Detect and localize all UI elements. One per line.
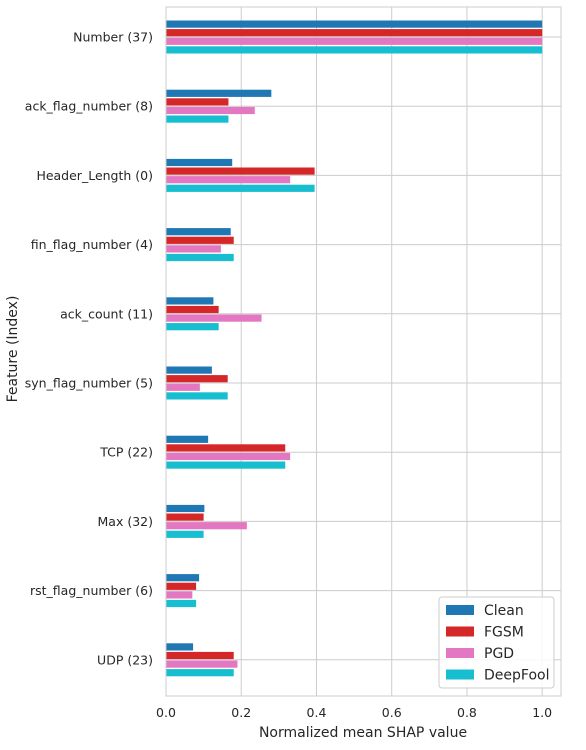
legend: Clean FGSM PGD DeepFool [438, 596, 555, 689]
x-tick-label: 1.0 [532, 705, 552, 720]
bar-deepfool [166, 392, 228, 400]
x-tick-label: 0.8 [457, 705, 477, 720]
bar-deepfool [166, 323, 219, 331]
bar-clean [166, 643, 194, 651]
y-tick-label: ack_flag_number (8) [25, 99, 153, 114]
bar-fgsm [166, 444, 286, 452]
bar-deepfool [166, 253, 234, 262]
bar-deepfool [166, 46, 543, 54]
x-tick-labels: 0.0 0.2 0.4 0.6 0.8 1.0 [156, 705, 552, 720]
grid [165, 7, 561, 696]
y-tick-label: syn_flag_number (5) [25, 376, 153, 391]
y-tick-label: TCP (22) [99, 445, 153, 460]
plot-frame [165, 6, 562, 697]
bar-fgsm [166, 29, 543, 37]
legend-label: PGD [484, 646, 514, 662]
bar-fgsm [166, 651, 234, 660]
bar-pgd [166, 452, 291, 461]
bar-pgd [166, 176, 291, 184]
legend-swatch [446, 669, 474, 680]
bar-fgsm [166, 375, 228, 383]
bar-clean [166, 366, 212, 374]
x-tick-label: 0.0 [156, 705, 176, 720]
bar-deepfool [166, 115, 229, 123]
bar-clean [166, 435, 209, 443]
y-tick-label: fin_flag_number (4) [31, 237, 153, 252]
bars [166, 20, 543, 677]
legend-swatch [446, 626, 474, 637]
bar-fgsm [166, 582, 197, 590]
bar-deepfool [166, 461, 286, 469]
bar-clean [166, 20, 543, 28]
bar-deepfool [166, 530, 204, 538]
bar-clean [166, 158, 233, 167]
bar-pgd [166, 660, 238, 668]
legend-swatch [446, 648, 474, 658]
bar-clean [166, 297, 214, 305]
x-tick-label: 0.2 [231, 705, 251, 720]
bar-pgd [166, 522, 247, 530]
y-axis-title: Feature (Index) [5, 296, 21, 403]
bar-fgsm [166, 305, 219, 314]
bar-pgd [166, 106, 255, 115]
y-tick-label: Max (32) [98, 514, 153, 529]
legend-swatch [446, 605, 474, 615]
legend-label: FGSM [484, 625, 524, 641]
bar-fgsm [166, 513, 204, 521]
y-tick-label: Number (37) [73, 30, 153, 45]
bar-fgsm [166, 98, 229, 106]
y-tick-label: rst_flag_number (6) [30, 583, 153, 598]
x-tick-label: 0.6 [382, 705, 402, 720]
x-tick-label: 0.4 [307, 705, 327, 720]
bar-pgd [166, 383, 200, 391]
legend-label: DeepFool [484, 668, 549, 684]
bar-pgd [166, 245, 221, 253]
y-tick-label: UDP (23) [97, 652, 153, 667]
bar-pgd [166, 314, 262, 322]
bar-pgd [166, 591, 193, 599]
bar-fgsm [166, 236, 234, 244]
bar-clean [166, 89, 272, 97]
bar-deepfool [166, 184, 315, 192]
bar-deepfool [166, 599, 197, 608]
bar-fgsm [166, 167, 315, 175]
x-axis-title: Normalized mean SHAP value [259, 725, 467, 741]
y-tick-label: ack_count (11) [60, 306, 153, 321]
legend-box [438, 596, 555, 689]
legend-label: Clean [484, 603, 524, 619]
bar-clean [166, 504, 205, 513]
bar-deepfool [166, 669, 234, 677]
bar-clean [166, 228, 231, 236]
bar-pgd [166, 37, 543, 45]
bar-clean [166, 574, 200, 582]
y-tick-labels: Number (37) ack_flag_number (8) Header_Len… [25, 30, 153, 668]
y-tick-label: Header_Length (0) [36, 168, 153, 183]
